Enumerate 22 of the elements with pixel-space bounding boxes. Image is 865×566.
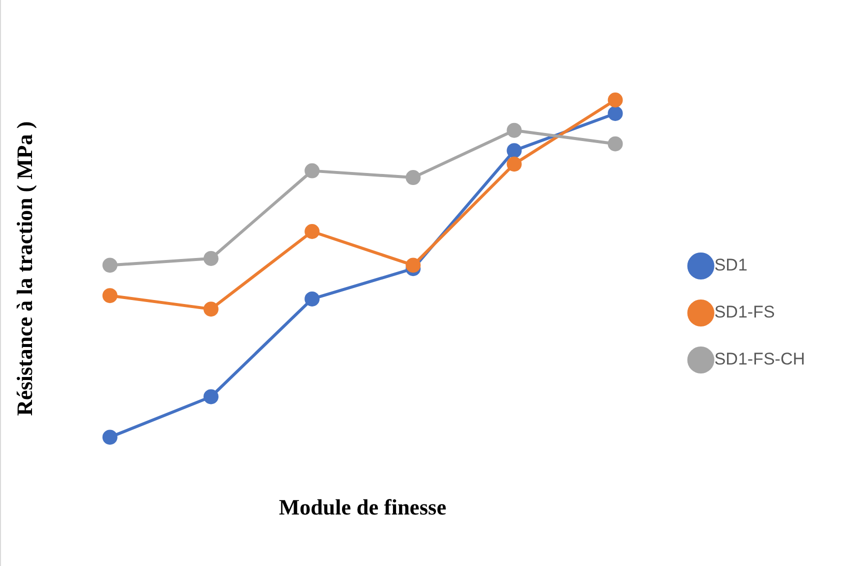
legend-label: SD1-FS-CH (714, 350, 805, 369)
legend-label: SD1 (714, 256, 748, 275)
legend-label: SD1-FS (714, 302, 775, 322)
point (506, 156, 522, 172)
point (608, 92, 623, 108)
y-axis-title: Résistance à la traction ( MPa ) (12, 121, 37, 416)
x-axis-title: Module de finesse (278, 494, 447, 520)
point (102, 258, 118, 273)
point (102, 430, 118, 445)
point (102, 288, 118, 304)
point (204, 250, 219, 266)
point (406, 170, 421, 186)
point (204, 302, 219, 317)
point (506, 122, 522, 138)
point (304, 224, 320, 240)
point (406, 258, 421, 273)
point (204, 389, 219, 404)
point (608, 136, 623, 152)
point (608, 106, 623, 121)
point (304, 163, 320, 178)
point (304, 291, 320, 306)
point (506, 143, 522, 158)
